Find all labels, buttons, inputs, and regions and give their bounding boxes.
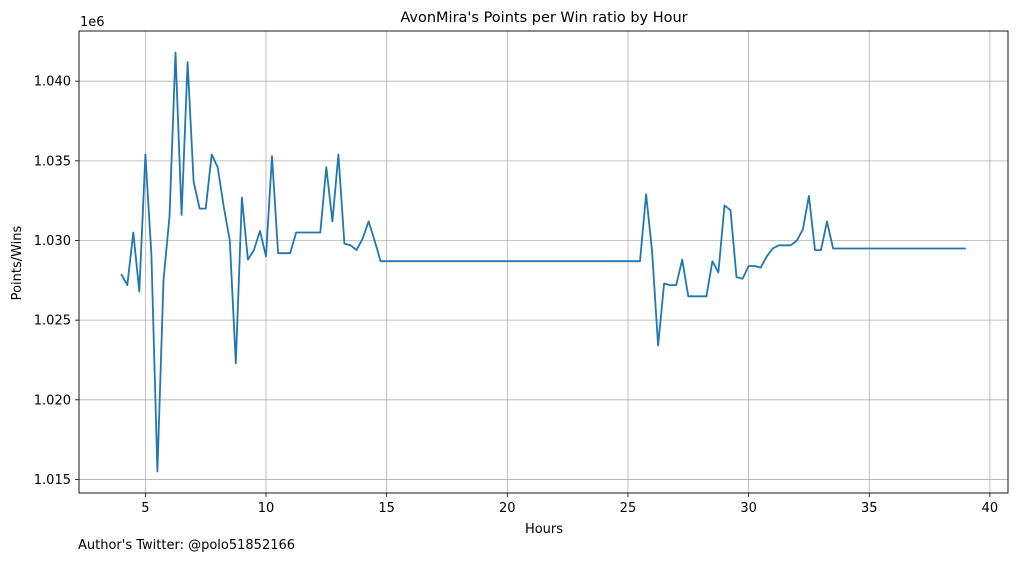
- x-tick-label: 25: [620, 501, 637, 516]
- x-tick-label: 40: [982, 501, 999, 516]
- author-footer: Author's Twitter: @polo51852166: [78, 538, 296, 553]
- y-tick-label: 1.020: [34, 393, 71, 408]
- y-tick-labels: 1.015 1.020 1.025 1.030 1.035 1.040: [34, 75, 71, 488]
- y-offset-label: 1e6: [80, 15, 105, 30]
- x-tick-label: 35: [861, 501, 878, 516]
- y-tick-label: 1.015: [34, 473, 71, 488]
- tick-marks: [75, 80, 991, 497]
- x-tick-label: 15: [378, 501, 395, 516]
- x-tick-labels: 5 10 15 20 25 30 35 40: [141, 501, 998, 516]
- y-tick-label: 1.040: [34, 75, 71, 90]
- y-tick-label: 1.025: [34, 314, 71, 329]
- y-axis-label: Points/Wins: [10, 225, 25, 300]
- plot-frame: [78, 30, 1009, 494]
- series-line: [120, 51, 966, 473]
- y-tick-label: 1.030: [34, 234, 71, 249]
- x-tick-label: 30: [740, 501, 757, 516]
- y-tick-label: 1.035: [34, 154, 71, 169]
- x-tick-label: 20: [499, 501, 516, 516]
- chart-title: AvonMira's Points per Win ratio by Hour: [400, 10, 687, 26]
- x-tick-label: 5: [141, 501, 149, 516]
- x-axis-label: Hours: [525, 522, 563, 537]
- x-tick-label: 10: [258, 501, 275, 516]
